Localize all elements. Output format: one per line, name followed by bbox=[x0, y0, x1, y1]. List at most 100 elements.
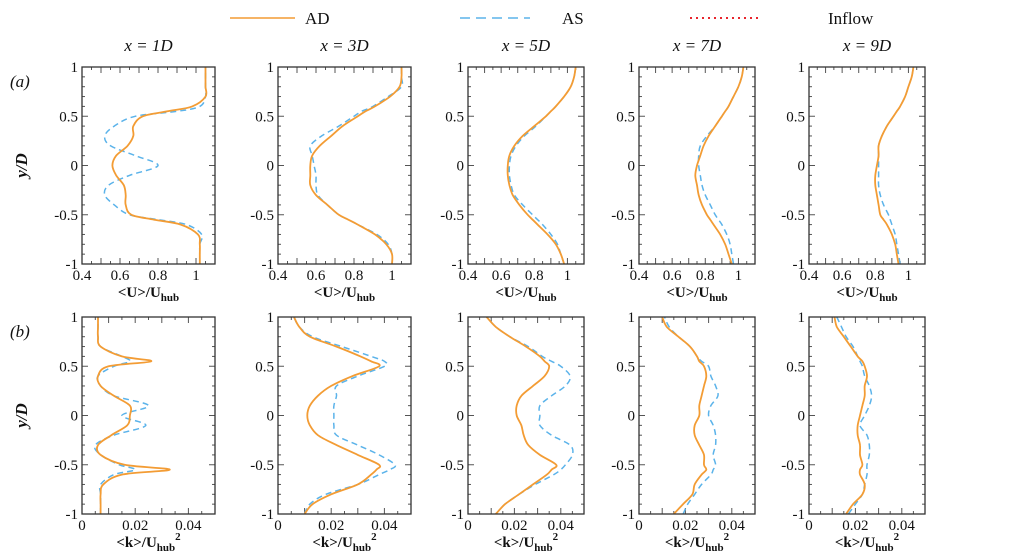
x-tick-label: 0.6 bbox=[663, 268, 682, 284]
y-tick-label: -1 bbox=[793, 507, 806, 523]
x-axis-label-sub: hub bbox=[538, 292, 556, 304]
panel-1-0 bbox=[81, 316, 216, 515]
panel-1-1 bbox=[277, 316, 412, 515]
y-tick-label: -1 bbox=[623, 257, 636, 273]
plot-frame bbox=[638, 316, 756, 515]
y-tick-label: -0.5 bbox=[54, 208, 78, 224]
y-tick-label: -0.5 bbox=[440, 458, 464, 474]
x-tick-label: 1 bbox=[192, 268, 200, 284]
x-axis-label-sub: hub bbox=[705, 542, 723, 554]
y-tick-label: 0.5 bbox=[255, 109, 274, 125]
x-tick-label: 1 bbox=[564, 268, 572, 284]
x-axis-label: <U>/Uhub bbox=[666, 285, 727, 304]
y-tick-label: 0.5 bbox=[616, 359, 635, 375]
x-axis-label-sub: hub bbox=[161, 292, 179, 304]
series-line-ad bbox=[308, 67, 403, 264]
x-axis-label-main: <k>/U bbox=[312, 535, 353, 551]
series-line-as bbox=[508, 67, 577, 264]
x-tick-label: 0.04 bbox=[175, 518, 202, 534]
y-tick-label: 0.5 bbox=[59, 109, 78, 125]
x-tick-label: 1 bbox=[388, 268, 396, 284]
x-tick-label: 0 bbox=[635, 518, 643, 534]
x-axis-label: <k>/Uhub2 bbox=[494, 531, 559, 554]
x-tick-label: 0.4 bbox=[269, 268, 288, 284]
series-line-as bbox=[663, 317, 719, 514]
y-tick-label: -1 bbox=[623, 507, 636, 523]
series-line-ad bbox=[485, 317, 558, 514]
legend-label-as: AS bbox=[562, 9, 584, 28]
x-tick-label: 0.6 bbox=[307, 268, 326, 284]
x-tick-label: 0.04 bbox=[719, 518, 746, 534]
panel-title: x = 7D bbox=[672, 36, 722, 55]
y-tick-label: -0.5 bbox=[611, 458, 635, 474]
x-axis-label: <k>/Uhub2 bbox=[116, 531, 181, 554]
series-line-ad bbox=[293, 317, 382, 514]
y-tick-label: 0.5 bbox=[445, 359, 464, 375]
series-line-as bbox=[103, 67, 207, 264]
y-tick-label: -1 bbox=[452, 257, 465, 273]
x-tick-label: 0.02 bbox=[122, 518, 148, 534]
series-line-as bbox=[309, 67, 404, 264]
x-axis-label-sub: hub bbox=[875, 542, 893, 554]
x-tick-label: 0.8 bbox=[345, 268, 364, 284]
plot-frame bbox=[808, 66, 926, 265]
y-tick-label: 0 bbox=[457, 159, 465, 175]
x-tick-label: 0.4 bbox=[73, 268, 92, 284]
x-tick-label: 0.6 bbox=[833, 268, 852, 284]
x-tick-label: 0.04 bbox=[548, 518, 575, 534]
panel-0-2 bbox=[467, 66, 585, 265]
series-line-ad bbox=[506, 67, 577, 264]
y-tick-label: -1 bbox=[66, 507, 79, 523]
y-tick-label: 1 bbox=[798, 60, 806, 76]
x-axis-label: <k>/Uhub2 bbox=[835, 531, 900, 554]
y-tick-label: 1 bbox=[71, 310, 79, 326]
y-axis-label: y/D bbox=[12, 403, 31, 430]
x-axis-label-sup: 2 bbox=[553, 531, 559, 543]
x-axis-label: <U>/Uhub bbox=[314, 285, 375, 304]
x-tick-label: 0.4 bbox=[459, 268, 478, 284]
y-tick-label: 0 bbox=[457, 409, 465, 425]
x-tick-label: 0 bbox=[274, 518, 282, 534]
x-tick-label: 0.8 bbox=[149, 268, 168, 284]
y-tick-label: 0.5 bbox=[786, 109, 805, 125]
x-axis-label-sub: hub bbox=[357, 292, 375, 304]
row-label: (b) bbox=[10, 322, 30, 341]
x-tick-label: 0.6 bbox=[492, 268, 511, 284]
x-axis-label: <k>/Uhub2 bbox=[665, 531, 730, 554]
y-tick-label: -0.5 bbox=[250, 458, 274, 474]
x-axis-label-sup: 2 bbox=[724, 531, 730, 543]
series-line-as bbox=[877, 67, 915, 264]
x-axis-label-main: <U>/U bbox=[118, 285, 161, 301]
x-tick-label: 1 bbox=[905, 268, 913, 284]
x-axis-label-main: <U>/U bbox=[314, 285, 357, 301]
y-tick-label: 0 bbox=[798, 159, 806, 175]
x-tick-label: 0.8 bbox=[866, 268, 885, 284]
x-tick-label: 0.02 bbox=[318, 518, 344, 534]
y-tick-label: 0 bbox=[71, 159, 79, 175]
y-tick-label: -1 bbox=[262, 507, 275, 523]
y-tick-label: -1 bbox=[452, 507, 465, 523]
y-tick-label: -0.5 bbox=[611, 208, 635, 224]
y-tick-label: 1 bbox=[628, 60, 636, 76]
y-tick-label: -1 bbox=[66, 257, 79, 273]
y-tick-label: 0.5 bbox=[255, 359, 274, 375]
x-tick-label: 0.02 bbox=[501, 518, 527, 534]
x-tick-label: 0.8 bbox=[525, 268, 544, 284]
plot-frame bbox=[467, 66, 585, 265]
y-tick-label: 1 bbox=[798, 310, 806, 326]
panel-1-3 bbox=[638, 316, 756, 515]
x-axis-label-main: <k>/U bbox=[494, 535, 535, 551]
plot-frame bbox=[467, 316, 585, 515]
x-axis-label-main: <U>/U bbox=[495, 285, 538, 301]
x-axis-label-sup: 2 bbox=[175, 531, 181, 543]
x-tick-label: 0.4 bbox=[630, 268, 649, 284]
x-axis-label: <U>/Uhub bbox=[118, 285, 179, 304]
x-axis-label-sub: hub bbox=[157, 542, 175, 554]
plot-frame bbox=[638, 66, 756, 265]
y-tick-label: 1 bbox=[457, 60, 465, 76]
x-tick-label: 0.02 bbox=[672, 518, 698, 534]
x-axis-label-main: <U>/U bbox=[836, 285, 879, 301]
series-line-ad bbox=[694, 67, 745, 264]
x-axis-label: <U>/Uhub bbox=[836, 285, 897, 304]
